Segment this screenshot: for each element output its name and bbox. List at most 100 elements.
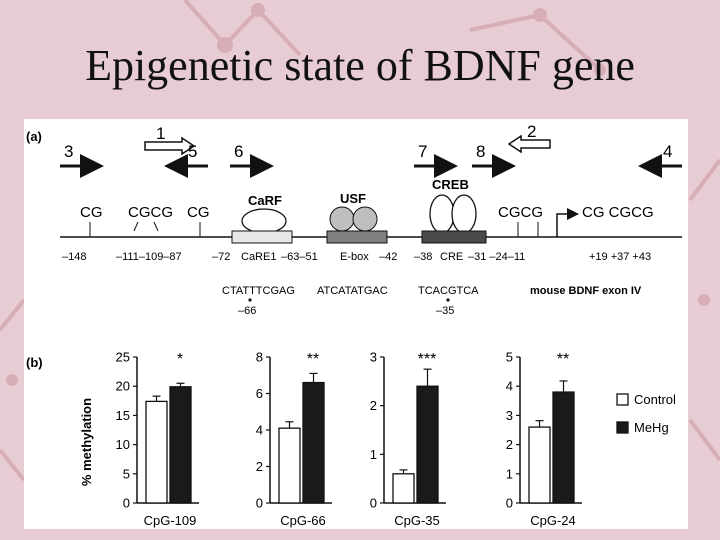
cpg-109-tick-label: 5: [123, 466, 130, 481]
position-labels: –148 –111–109–87 –72 CaRE1 –63–51 E-box …: [62, 251, 651, 263]
mark-35-dot: [446, 298, 450, 302]
cpg-66-significance: **: [307, 351, 319, 368]
cpg-24-tick-label: 2: [506, 437, 513, 452]
primer-1-arrow: [144, 136, 196, 156]
y-axis-title: % methylation: [79, 398, 94, 486]
cpg-109-tick-label: 20: [116, 379, 130, 394]
legend-label-control: Control: [634, 392, 676, 407]
primer-8-label: 8: [476, 142, 485, 161]
cpg-66-mehg-bar: [302, 381, 325, 504]
creb-protein-right: [451, 194, 477, 234]
primer-6-label: 6: [234, 142, 243, 161]
cpg-109-tick-label: 10: [116, 437, 130, 452]
cg-connectors: [89, 221, 539, 237]
cpg-24-tick-label: 5: [506, 350, 513, 365]
tss-arrow: [556, 208, 579, 237]
primer-4-label: 4: [663, 142, 672, 161]
primer-3: 3: [60, 142, 104, 178]
pos-19-37-43: +19 +37 +43: [589, 251, 651, 263]
cg-label-148: CG: [80, 204, 103, 221]
usf-protein-left: [329, 206, 355, 232]
exon-label: mouse BDNF exon IV: [530, 285, 642, 297]
panel-a-label: (a): [26, 129, 42, 144]
primer-7: 7: [414, 142, 458, 178]
cpg-35-tick-label: 3: [370, 350, 377, 365]
primer-2: 2: [507, 122, 551, 154]
seq-care: CTATTTCGAG: [222, 285, 295, 297]
pos-42: –42: [379, 251, 397, 263]
carf-label: CaRF: [248, 193, 282, 208]
creb-protein-left: [429, 194, 455, 234]
pos-148: –148: [62, 251, 86, 263]
primer-8: 8: [472, 142, 516, 178]
cpg-109-control-bar: [145, 400, 168, 504]
cpg-24-mehg-bar: [552, 391, 575, 504]
cpg-66-tick-label: 2: [256, 459, 263, 474]
mark-66: –66: [238, 305, 256, 317]
cg-label-downstream: CG CGCG: [582, 204, 654, 221]
pos-ebox: E-box: [340, 251, 369, 263]
cpg-24-tick-label: 3: [506, 408, 513, 423]
cpg-66-tick-label: 8: [256, 350, 263, 365]
mark-66-dot: [248, 298, 252, 302]
cpg-66-tick-label: 4: [256, 423, 263, 438]
cpg-35-category-label: CpG-35: [394, 513, 440, 528]
cpg-109-tick-label: 0: [123, 496, 130, 511]
sequences: CTATTTCGAG ATCATATGAC TCACGTCA: [222, 285, 479, 297]
pos-38: –38: [414, 251, 432, 263]
primer-6: 6: [230, 142, 274, 178]
cpg-35-tick-label: 2: [370, 398, 377, 413]
slide-title: Epigenetic state of BDNF gene: [85, 41, 635, 90]
pos-111-109-87: –111–109–87: [116, 251, 182, 263]
cpg-35-tick-label: 1: [370, 447, 377, 462]
pos-care: CaRE1: [241, 251, 276, 263]
cpg-24-tick-label: 4: [506, 379, 513, 394]
cpg-24-category-label: CpG-24: [530, 513, 576, 528]
cpg-35-control-bar: [392, 473, 415, 504]
cpg-109-tick-label: 25: [116, 350, 130, 365]
cpg-35-tick-label: 0: [370, 496, 377, 511]
primer-1: 1: [144, 124, 196, 156]
mark-35: –35: [436, 305, 454, 317]
usf-protein-right: [352, 206, 378, 232]
cpg-24-tick-label: 1: [506, 466, 513, 481]
cpg-109-significance: *: [177, 351, 183, 368]
cpg-35-mehg-bar: [416, 385, 439, 504]
pos-31-24-11: –31 –24–11: [468, 251, 525, 263]
cpg-24-control-bar: [528, 426, 551, 504]
primer-4: 4: [638, 142, 682, 178]
pos-72: –72: [212, 251, 230, 263]
primer-2-label: 2: [527, 122, 536, 141]
cpg-109-category-label: CpG-109: [144, 513, 197, 528]
cpg-24-tick-label: 0: [506, 496, 513, 511]
cpg-109-mehg-bar: [169, 386, 192, 504]
legend: Control MeHg: [616, 392, 676, 435]
legend-label-mehg: MeHg: [634, 420, 669, 435]
legend-swatch-control: [616, 393, 629, 406]
pos-cre: CRE: [440, 251, 463, 263]
primer-3-label: 3: [64, 142, 73, 161]
cpg-66-control-bar: [278, 427, 301, 504]
pos-63-51: –63–51: [281, 251, 318, 263]
primer-2-arrow: [507, 134, 551, 154]
cpg-35-significance: ***: [418, 351, 437, 368]
creb-label: CREB: [432, 177, 469, 192]
cre-element: [421, 230, 487, 244]
usf-label: USF: [340, 191, 366, 206]
figure-panel: (a) 3 1 5 6 7 8 2 4 CG CGCG CG CGCG CG C…: [24, 119, 688, 529]
carf-protein: [241, 208, 287, 234]
cpg-24-significance: **: [557, 351, 569, 368]
care-element: [231, 230, 293, 244]
panel-b-label: (b): [26, 355, 43, 370]
cpg-66-tick-label: 6: [256, 386, 263, 401]
cg-label-87: CG: [187, 204, 210, 221]
primer-7-label: 7: [418, 142, 427, 161]
cpg-109-tick-label: 15: [116, 408, 130, 423]
seq-cre: TCACGTCA: [418, 285, 479, 297]
ebox-element: [326, 230, 388, 244]
figure-svg: (a) 3 1 5 6 7 8 2 4 CG CGCG CG CGCG CG C…: [26, 122, 682, 528]
cpg-66-tick-label: 0: [256, 496, 263, 511]
primer-5: 5: [164, 142, 208, 178]
